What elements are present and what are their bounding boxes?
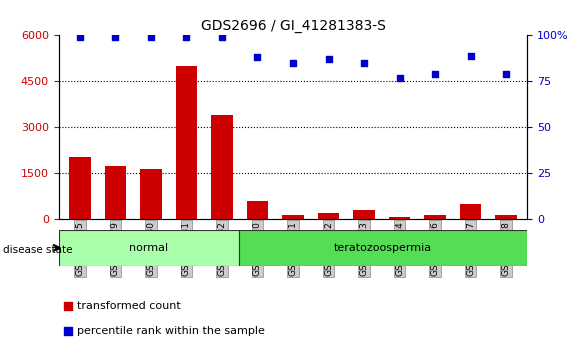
Bar [460, 204, 481, 219]
Text: percentile rank within the sample: percentile rank within the sample [77, 326, 265, 336]
Bar [69, 156, 91, 219]
Point [373, 167, 383, 173]
Text: teratozoospermia: teratozoospermia [334, 243, 432, 253]
Point [324, 57, 333, 62]
Point [359, 60, 369, 66]
Bar [105, 166, 126, 219]
Text: transformed count: transformed count [77, 301, 181, 310]
FancyBboxPatch shape [59, 230, 239, 266]
Bar [282, 216, 304, 219]
FancyBboxPatch shape [239, 230, 527, 266]
Bar [176, 66, 197, 219]
Point [146, 34, 156, 40]
Point [182, 34, 191, 40]
Bar [424, 215, 446, 219]
Point [111, 34, 120, 40]
Point [502, 71, 511, 77]
Text: normal: normal [129, 243, 168, 253]
Point [430, 71, 440, 77]
Point [75, 34, 84, 40]
Point [217, 34, 227, 40]
Bar [140, 169, 162, 219]
Point [466, 53, 475, 58]
Point [253, 55, 262, 60]
Bar [353, 210, 374, 219]
Bar [495, 216, 517, 219]
Bar [212, 115, 233, 219]
Bar [318, 213, 339, 219]
Text: disease state: disease state [3, 245, 73, 255]
Bar [389, 217, 410, 219]
Point [288, 60, 298, 66]
Title: GDS2696 / GI_41281383-S: GDS2696 / GI_41281383-S [200, 19, 386, 33]
Point [395, 75, 404, 81]
Bar [247, 201, 268, 219]
